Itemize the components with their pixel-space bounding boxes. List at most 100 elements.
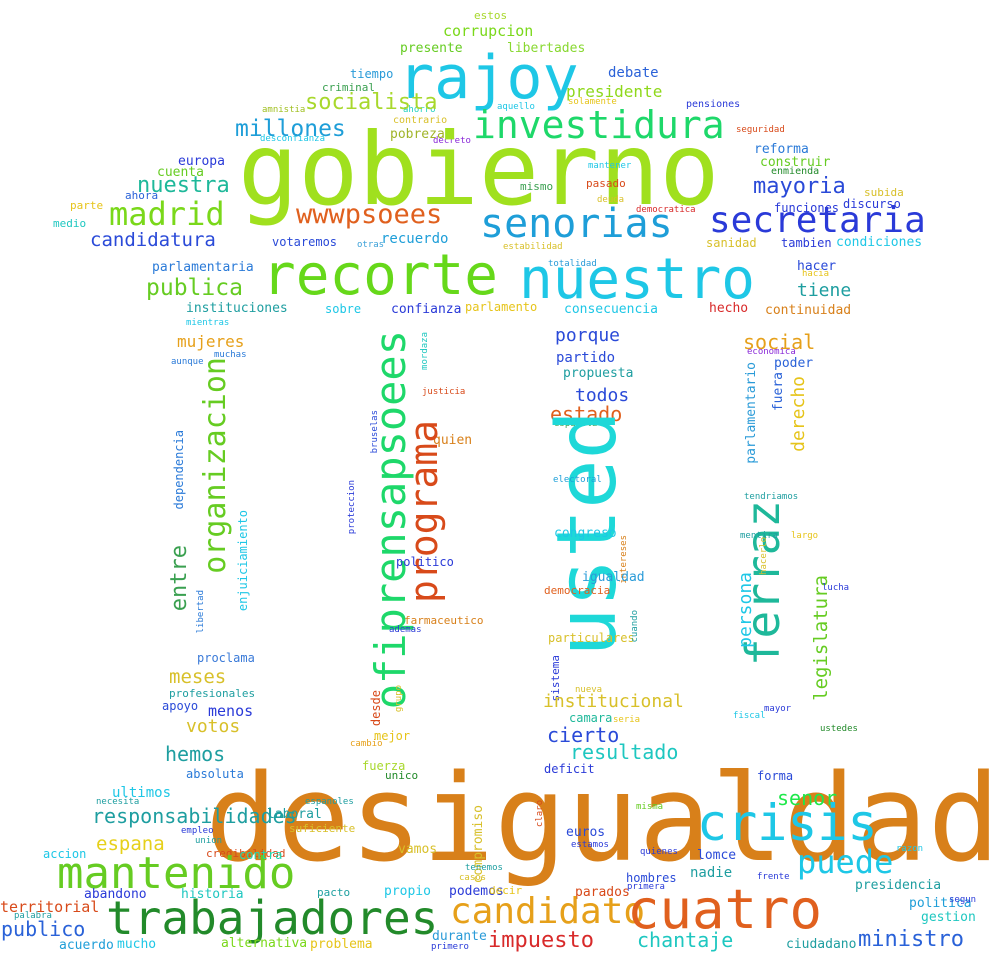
cloud-word: dependencia (172, 430, 186, 510)
cloud-word: enjuiciamiento (236, 510, 250, 612)
cloud-word: derecho (788, 376, 809, 452)
cloud-word: bruselas (370, 410, 380, 454)
cloud-word: desconfianza (260, 134, 326, 144)
cloud-word: laboral (267, 807, 322, 822)
cloud-word: pensiones (686, 99, 741, 110)
cloud-word: ademas (389, 625, 422, 635)
cloud-word: hacer (797, 259, 837, 274)
cloud-word: alternativa (221, 936, 308, 951)
cloud-word: pacto (317, 886, 351, 899)
cloud-word: senor (777, 786, 838, 810)
cloud-word: recorte (262, 243, 499, 308)
cloud-word: hecho (709, 301, 749, 316)
cloud-word: secretaria (709, 200, 926, 241)
cloud-word: empleo (181, 826, 214, 836)
cloud-word: congreso (554, 526, 617, 541)
cloud-word: proteccion (347, 480, 357, 535)
cloud-word: confianza (391, 302, 462, 317)
cloud-word: subida (864, 186, 904, 199)
cloud-word: todos (575, 385, 630, 406)
cloud-word: sanidad (706, 236, 757, 250)
cloud-word: tenemos (465, 863, 503, 873)
cloud-word: cuatro (627, 878, 823, 941)
cloud-word: justicia (422, 387, 466, 397)
cloud-word: institucional (543, 691, 684, 712)
cloud-word: madrid (109, 195, 225, 233)
cloud-word: construir (760, 155, 831, 170)
cloud-word: mentira (740, 531, 778, 541)
cloud-word: wwwpsoees (296, 199, 443, 230)
cloud-word: puede (797, 843, 894, 881)
cloud-word: parlamentario (744, 362, 759, 464)
cloud-word: igualdad (582, 570, 645, 585)
cloud-word: libertades (507, 41, 586, 56)
cloud-word: democracia (544, 584, 611, 597)
cloud-word: tiene (797, 280, 852, 301)
cloud-word: amnistia (262, 105, 306, 115)
cloud-word: frente (757, 872, 790, 882)
cloud-word: consecuencia (564, 302, 658, 317)
cloud-word: pasado (586, 177, 626, 190)
cloud-word: abandono (84, 887, 147, 902)
cloud-word: economica (747, 347, 796, 357)
cloud-word: enmienda (771, 166, 820, 177)
cloud-word: organizacion (198, 357, 233, 574)
cloud-word: profesionales (169, 687, 256, 700)
cloud-word: presente (400, 41, 463, 56)
cloud-word: territorial (0, 898, 100, 916)
cloud-word: porque (555, 325, 621, 346)
cloud-word: palabra (14, 911, 52, 921)
cloud-word: podemos (449, 884, 504, 899)
cloud-word: ciudadano (786, 937, 857, 952)
cloud-word: historia (181, 887, 244, 902)
cloud-word: seria (613, 715, 641, 725)
cloud-word: parlamento (465, 300, 538, 314)
cloud-word: segun (949, 895, 977, 905)
cloud-word: lucha (822, 583, 850, 593)
cloud-word: suficiente (289, 822, 356, 835)
cloud-word: credibilidad (206, 847, 286, 860)
cloud-word: fuerza (362, 759, 406, 773)
cloud-word: continuidad (765, 303, 852, 318)
cloud-word: desigualdad (205, 750, 1000, 889)
cloud-word: senorias (480, 201, 673, 247)
cloud-word: nuestro (519, 247, 756, 312)
cloud-word: tambien (781, 236, 832, 250)
cloud-word: vamos (398, 842, 438, 857)
cloud-word: mantenido (57, 848, 296, 899)
cloud-word: presidencia (855, 878, 942, 893)
cloud-word: farmaceutico (404, 614, 484, 627)
cloud-word: espanoles (305, 797, 354, 807)
cloud-word: gestion (921, 910, 976, 925)
cloud-word: absoluta (186, 767, 244, 781)
cloud-word: recuerdo (381, 231, 449, 247)
cloud-word: mordaza (420, 332, 430, 370)
cloud-word: publico (1, 917, 86, 941)
cloud-word: estamos (571, 840, 609, 850)
cloud-word: otras (357, 240, 385, 250)
cloud-word: totalidad (548, 259, 597, 269)
cloud-word: cambio (350, 739, 383, 749)
cloud-word: corrupcion (443, 22, 534, 40)
cloud-word: razon (896, 844, 924, 854)
cloud-word: entre (167, 545, 192, 612)
cloud-word: menos (208, 702, 254, 720)
cloud-word: publica (146, 275, 243, 301)
cloud-word: contrario (393, 115, 448, 126)
cloud-word: resultado (570, 740, 679, 764)
cloud-word: parados (575, 885, 630, 900)
cloud-word: necesita (96, 797, 140, 807)
cloud-word: ultimos (112, 785, 172, 801)
cloud-word: responsabilidades (92, 804, 297, 828)
cloud-word: espana (96, 833, 165, 855)
cloud-word: tendriamos (744, 492, 799, 502)
cloud-word: cierto (547, 723, 620, 747)
cloud-word: politico (396, 555, 454, 569)
cloud-word: seguridad (736, 125, 785, 135)
cloud-word: parte (70, 199, 104, 212)
cloud-word: aunque (171, 357, 204, 367)
cloud-word: mientras (186, 318, 230, 328)
cloud-word: chantaje (637, 928, 734, 952)
cloud-word: lomce (697, 848, 737, 863)
cloud-word: largo (791, 531, 819, 541)
